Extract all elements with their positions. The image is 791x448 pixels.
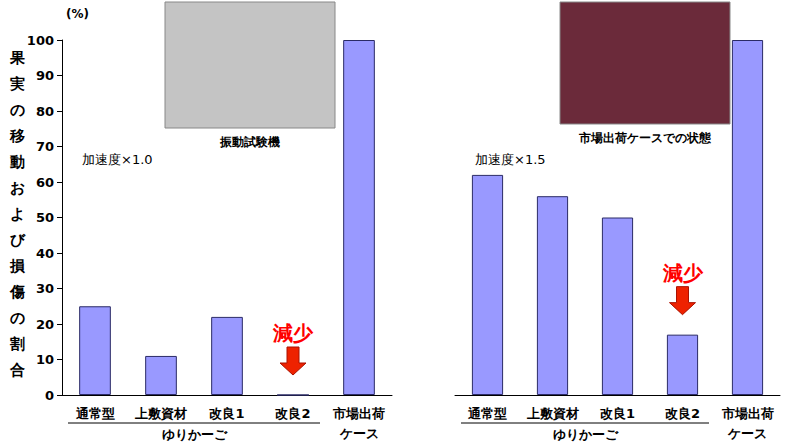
svg-text:加速度×1.0: 加速度×1.0 [82,152,153,167]
svg-text:び: び [10,231,26,249]
svg-text:60: 60 [36,175,54,190]
svg-text:通常型: 通常型 [75,406,115,421]
svg-text:上敷資材: 上敷資材 [526,406,579,421]
svg-text:70: 70 [36,139,54,154]
svg-text:50: 50 [36,210,54,225]
svg-text:お: お [10,179,25,197]
svg-text:改良1: 改良1 [600,406,635,421]
svg-text:40: 40 [36,246,54,261]
svg-text:ゆりかーご: ゆりかーご [553,427,619,442]
svg-text:ゆりかーご: ゆりかーご [162,427,228,442]
svg-text:上敷資材: 上敷資材 [134,406,187,421]
svg-text:傷: 傷 [9,283,25,301]
svg-text:移: 移 [9,127,25,145]
svg-text:実: 実 [9,75,25,93]
svg-text:の: の [10,101,25,119]
svg-text:減少: 減少 [662,261,704,285]
svg-text:(%): (%) [66,7,89,21]
svg-text:ケース: ケース [727,426,767,441]
svg-text:100: 100 [27,33,54,48]
svg-text:改良2: 改良2 [275,406,310,421]
svg-text:80: 80 [36,104,54,119]
svg-text:10: 10 [36,352,54,367]
svg-text:0: 0 [45,388,54,403]
svg-text:割: 割 [9,335,25,353]
svg-text:20: 20 [36,317,54,332]
svg-text:通常型: 通常型 [467,406,507,421]
svg-text:果: 果 [9,49,26,67]
svg-text:よ: よ [10,205,25,223]
svg-text:改良1: 改良1 [209,406,244,421]
svg-text:動: 動 [9,153,25,171]
svg-text:加速度×1.5: 加速度×1.5 [475,152,546,167]
svg-text:ケース: ケース [339,426,379,441]
svg-text:改良2: 改良2 [665,406,700,421]
svg-text:合: 合 [9,361,25,379]
svg-text:振動試験機: 振動試験機 [219,135,280,149]
svg-text:市場出荷: 市場出荷 [332,406,385,421]
svg-text:30: 30 [36,281,54,296]
svg-text:減少: 減少 [272,321,314,345]
svg-text:市場出荷ケースでの状態: 市場出荷ケースでの状態 [578,131,712,145]
svg-text:損: 損 [9,257,25,275]
svg-text:90: 90 [36,68,54,83]
svg-text:市場出荷: 市場出荷 [721,406,774,421]
svg-text:の: の [10,309,25,327]
